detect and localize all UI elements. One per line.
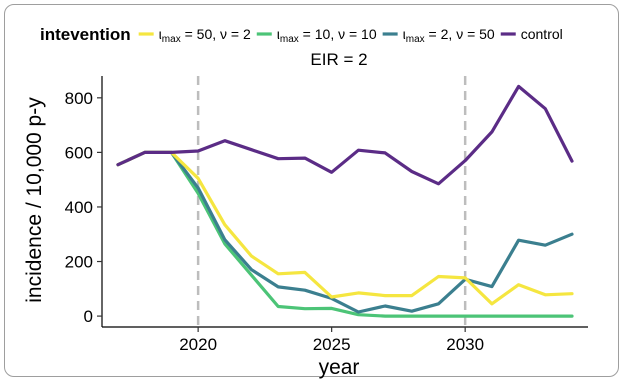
legend-title: intevention [40, 25, 131, 44]
legend-label-3: ιmax = 2, ν = 50 [403, 26, 495, 45]
legend-label-2: ιmax = 10, ν = 10 [277, 26, 377, 45]
legend-label-4: control [521, 26, 563, 42]
y-tick-label-400: 400 [65, 198, 93, 217]
legend-label-1: ιmax = 50, ν = 2 [159, 26, 251, 45]
y-tick-label-800: 800 [65, 89, 93, 108]
series-line-3 [116, 150, 574, 306]
y-axis-label: incidence / 10,000 p-y [23, 97, 46, 303]
axes: 0 200 400 600 800 2020 2025 2030 [65, 76, 588, 354]
series-lines [116, 84, 574, 318]
y-tick-label-0: 0 [84, 307, 93, 326]
y-tick-label-200: 200 [65, 253, 93, 272]
y-tick-label-600: 600 [65, 143, 93, 162]
x-tick-label-2020: 2020 [179, 335, 217, 354]
series-line-4 [116, 84, 574, 186]
reference-lines [196, 76, 467, 327]
chart-subtitle: EIR = 2 [310, 50, 367, 69]
legend: intevention ιmax = 50, ν = 2 ιmax = 10, ν… [40, 25, 563, 45]
x-tick-label-2025: 2025 [313, 335, 351, 354]
series-line-1 [116, 150, 574, 318]
x-tick-label-2030: 2030 [446, 335, 484, 354]
series-line-2 [116, 150, 574, 314]
x-axis-label: year [319, 356, 360, 379]
